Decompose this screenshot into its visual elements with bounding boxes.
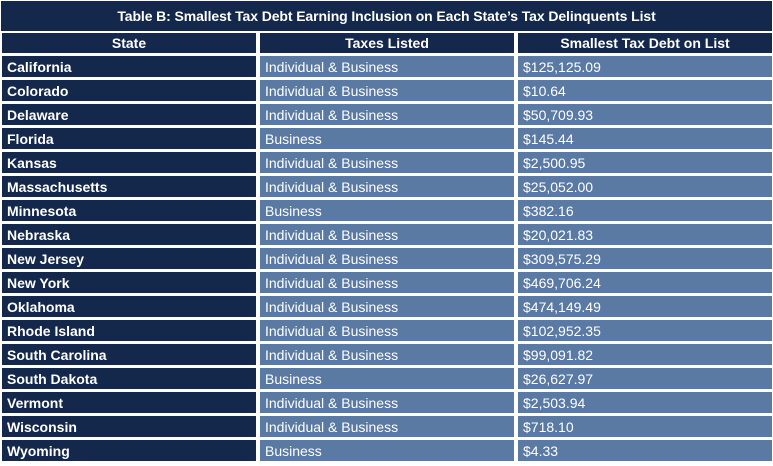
- smallest-debt-cell: $2,503.94: [518, 392, 772, 413]
- smallest-debt-cell: $99,091.82: [518, 344, 772, 365]
- taxes-listed-cell: Individual & Business: [260, 176, 514, 197]
- taxes-listed-cell: Business: [260, 368, 514, 389]
- table-row: Minnesota Business $382.16: [2, 200, 772, 221]
- taxes-listed-cell: Individual & Business: [260, 296, 514, 317]
- state-cell: Vermont: [2, 392, 256, 413]
- taxes-listed-cell: Individual & Business: [260, 392, 514, 413]
- state-cell: Colorado: [2, 80, 256, 101]
- state-cell: Massachusetts: [2, 176, 256, 197]
- smallest-debt-cell: $50,709.93: [518, 104, 772, 125]
- smallest-debt-cell: $102,952.35: [518, 320, 772, 341]
- table-row: Massachusetts Individual & Business $25,…: [2, 176, 772, 197]
- taxes-listed-cell: Individual & Business: [260, 344, 514, 365]
- table-row: Wisconsin Individual & Business $718.10: [2, 416, 772, 437]
- state-cell: Rhode Island: [2, 320, 256, 341]
- state-cell: California: [2, 56, 256, 77]
- table-title: Table B: Smallest Tax Debt Earning Inclu…: [1, 1, 772, 31]
- smallest-debt-cell: $309,575.29: [518, 248, 772, 269]
- taxes-listed-cell: Individual & Business: [260, 104, 514, 125]
- smallest-debt-cell: $4.33: [518, 440, 772, 461]
- state-cell: Nebraska: [2, 224, 256, 245]
- state-cell: Florida: [2, 128, 256, 149]
- taxes-listed-cell: Individual & Business: [260, 320, 514, 341]
- taxes-listed-cell: Business: [260, 440, 514, 461]
- table-row: Kansas Individual & Business $2,500.95: [2, 152, 772, 173]
- state-cell: Minnesota: [2, 200, 256, 221]
- state-cell: Kansas: [2, 152, 256, 173]
- taxes-listed-cell: Individual & Business: [260, 416, 514, 437]
- column-header-smallest-debt: Smallest Tax Debt on List: [518, 33, 772, 53]
- state-cell: South Dakota: [2, 368, 256, 389]
- taxes-listed-cell: Individual & Business: [260, 56, 514, 77]
- table-row: South Dakota Business $26,627.97: [2, 368, 772, 389]
- header-row: State Taxes Listed Smallest Tax Debt on …: [2, 33, 772, 53]
- taxes-listed-cell: Business: [260, 200, 514, 221]
- taxes-listed-cell: Individual & Business: [260, 272, 514, 293]
- smallest-debt-cell: $145.44: [518, 128, 772, 149]
- table-row: Nebraska Individual & Business $20,021.8…: [2, 224, 772, 245]
- taxes-listed-cell: Individual & Business: [260, 224, 514, 245]
- state-cell: South Carolina: [2, 344, 256, 365]
- table-row: California Individual & Business $125,12…: [2, 56, 772, 77]
- smallest-debt-cell: $125,125.09: [518, 56, 772, 77]
- smallest-debt-cell: $382.16: [518, 200, 772, 221]
- taxes-listed-cell: Individual & Business: [260, 248, 514, 269]
- taxes-listed-cell: Business: [260, 128, 514, 149]
- table-row: Vermont Individual & Business $2,503.94: [2, 392, 772, 413]
- table-row: New York Individual & Business $469,706.…: [2, 272, 772, 293]
- state-cell: New Jersey: [2, 248, 256, 269]
- tax-debt-table: State Taxes Listed Smallest Tax Debt on …: [0, 30, 773, 464]
- state-cell: New York: [2, 272, 256, 293]
- taxes-listed-cell: Individual & Business: [260, 80, 514, 101]
- table-row: Colorado Individual & Business $10.64: [2, 80, 772, 101]
- table-row: Wyoming Business $4.33: [2, 440, 772, 461]
- column-header-taxes-listed: Taxes Listed: [260, 33, 514, 53]
- smallest-debt-cell: $10.64: [518, 80, 772, 101]
- smallest-debt-cell: $2,500.95: [518, 152, 772, 173]
- smallest-debt-cell: $20,021.83: [518, 224, 772, 245]
- column-header-state: State: [2, 33, 256, 53]
- table-row: Delaware Individual & Business $50,709.9…: [2, 104, 772, 125]
- smallest-debt-cell: $718.10: [518, 416, 772, 437]
- table-row: South Carolina Individual & Business $99…: [2, 344, 772, 365]
- taxes-listed-cell: Individual & Business: [260, 152, 514, 173]
- state-cell: Wisconsin: [2, 416, 256, 437]
- smallest-debt-cell: $469,706.24: [518, 272, 772, 293]
- smallest-debt-cell: $25,052.00: [518, 176, 772, 197]
- smallest-debt-cell: $474,149.49: [518, 296, 772, 317]
- state-cell: Oklahoma: [2, 296, 256, 317]
- table-row: Oklahoma Individual & Business $474,149.…: [2, 296, 772, 317]
- state-cell: Wyoming: [2, 440, 256, 461]
- table-row: Rhode Island Individual & Business $102,…: [2, 320, 772, 341]
- smallest-debt-cell: $26,627.97: [518, 368, 772, 389]
- table-row: Florida Business $145.44: [2, 128, 772, 149]
- table-row: New Jersey Individual & Business $309,57…: [2, 248, 772, 269]
- state-cell: Delaware: [2, 104, 256, 125]
